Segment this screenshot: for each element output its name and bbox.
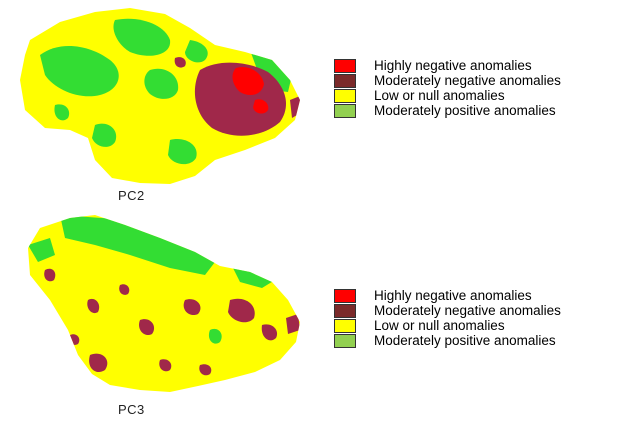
pc3-anomaly-patches: [28, 215, 300, 376]
legend-swatch: [334, 288, 356, 303]
legend-label: Moderately positive anomalies: [374, 103, 556, 118]
legend-swatch: [334, 303, 356, 318]
map-pc3: [28, 215, 300, 392]
legend-label: Highly negative anomalies: [374, 58, 532, 73]
legend-item: Low or null anomalies: [334, 318, 561, 333]
legend-item: Highly negative anomalies: [334, 58, 561, 73]
legend-item: Moderately negative anomalies: [334, 303, 561, 318]
map-pc2: [20, 8, 300, 184]
legend-item: Low or null anomalies: [334, 88, 561, 103]
pc3-caption: PC3: [118, 402, 145, 417]
legend-label: Low or null anomalies: [374, 318, 505, 333]
legend-label: Moderately negative anomalies: [374, 73, 561, 88]
legend-swatch: [334, 318, 356, 333]
pc3-legend: Highly negative anomalies Moderately neg…: [334, 288, 561, 348]
legend-label: Highly negative anomalies: [374, 288, 532, 303]
legend-item: Highly negative anomalies: [334, 288, 561, 303]
legend-swatch: [334, 73, 356, 88]
legend-swatch: [334, 333, 356, 348]
pc2-anomaly-patches: [40, 18, 300, 165]
legend-item: Moderately positive anomalies: [334, 103, 561, 118]
pc2-legend: Highly negative anomalies Moderately neg…: [334, 58, 561, 118]
legend-label: Moderately negative anomalies: [374, 303, 561, 318]
legend-swatch: [334, 103, 356, 118]
legend-item: Moderately positive anomalies: [334, 333, 561, 348]
legend-swatch: [334, 58, 356, 73]
legend-label: Low or null anomalies: [374, 88, 505, 103]
legend-swatch: [334, 88, 356, 103]
legend-label: Moderately positive anomalies: [374, 333, 556, 348]
pc2-caption: PC2: [118, 188, 145, 203]
legend-item: Moderately negative anomalies: [334, 73, 561, 88]
